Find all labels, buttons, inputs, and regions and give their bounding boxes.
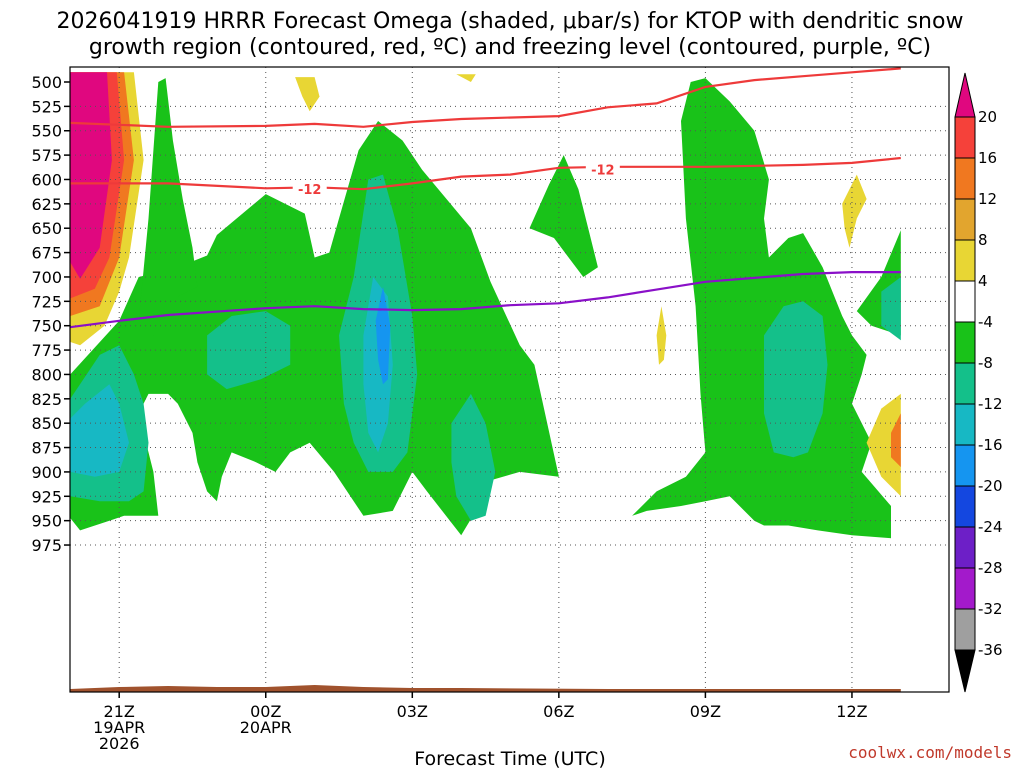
omega-region-green-06z bbox=[529, 155, 598, 277]
colorbar-segment-6 bbox=[954, 362, 976, 405]
colorbar-segment-4 bbox=[954, 280, 976, 323]
dgz-bottom-contour bbox=[70, 156, 901, 191]
y-tick-label-575: 575 bbox=[31, 146, 62, 165]
omega-shading bbox=[70, 72, 901, 539]
colorbar-segment-8 bbox=[954, 444, 976, 487]
y-tick-label-800: 800 bbox=[31, 365, 62, 384]
dgz-top-contour bbox=[70, 67, 901, 128]
colorbar-label-10: -24 bbox=[978, 518, 1003, 536]
colorbar-segment-12 bbox=[954, 608, 976, 651]
x-tick-label-0-2: 2026 bbox=[99, 734, 140, 753]
contour-lines bbox=[70, 67, 901, 329]
y-tick-label-525: 525 bbox=[31, 97, 62, 116]
omega-region-yellow-top bbox=[295, 77, 320, 112]
x-tick-label-0-1: 19APR bbox=[93, 718, 145, 737]
y-tick-label-900: 900 bbox=[31, 463, 62, 482]
y-tick-label-550: 550 bbox=[31, 122, 62, 141]
omega-region-yellow-edge bbox=[866, 393, 901, 497]
colorbar-segment-5 bbox=[954, 321, 976, 364]
terrain-band bbox=[70, 685, 901, 692]
y-tick-label-725: 725 bbox=[31, 292, 62, 311]
y-tick-label-825: 825 bbox=[31, 390, 62, 409]
colorbar-label-4: 4 bbox=[978, 272, 988, 290]
omega-region-yellow-12z bbox=[842, 174, 867, 248]
y-tick-label-650: 650 bbox=[31, 219, 62, 238]
plot-area: -12 -12 bbox=[69, 66, 950, 693]
y-tick-label-625: 625 bbox=[31, 195, 62, 214]
colorbar-label-1: 16 bbox=[978, 149, 997, 167]
y-tick-label-600: 600 bbox=[31, 170, 62, 189]
x-tick-label-4-0: 09Z bbox=[690, 702, 721, 721]
omega-region-green-right bbox=[632, 78, 891, 539]
omega-region-orange-edge bbox=[891, 413, 901, 467]
contour-label-bg-0 bbox=[292, 181, 327, 198]
colorbar-segment-3 bbox=[954, 239, 976, 282]
y-tick-label-500: 500 bbox=[31, 73, 62, 92]
grid-lines bbox=[70, 67, 949, 692]
x-tick-label-1-1: 20APR bbox=[240, 718, 292, 737]
y-tick-label-975: 975 bbox=[31, 536, 62, 555]
colorbar-segment-10 bbox=[954, 526, 976, 569]
credit-text: coolwx.com/models bbox=[848, 743, 1012, 762]
colorbar-label-9: -20 bbox=[978, 477, 1003, 495]
contour-label-0: -12 bbox=[298, 183, 322, 198]
y-tick-label-775: 775 bbox=[31, 341, 62, 360]
omega-region-teal-edge bbox=[881, 277, 901, 341]
colorbar-label-6: -8 bbox=[978, 354, 993, 372]
y-tick-label-850: 850 bbox=[31, 414, 62, 433]
colorbar-segment-0 bbox=[954, 116, 976, 159]
colorbar-segment-2 bbox=[954, 198, 976, 241]
chart-title-line1: 2026041919 HRRR Forecast Omega (shaded, … bbox=[57, 9, 964, 34]
y-tick-label-675: 675 bbox=[31, 244, 62, 263]
x-tick-label-1-0: 00Z bbox=[250, 702, 281, 721]
colorbar-top-arrow bbox=[954, 72, 976, 118]
colorbar-label-0: 20 bbox=[978, 108, 997, 126]
colorbar: 20 16 12 8 4 -4 -8 -12 -16 -20 -24 -28 -32 -36 bbox=[954, 72, 1003, 693]
colorbar-bottom-arrow bbox=[954, 649, 976, 693]
colorbar-label-13: -36 bbox=[978, 641, 1003, 659]
contour-label-bg-1 bbox=[585, 161, 620, 178]
y-tick-label-925: 925 bbox=[31, 487, 62, 506]
chart-title-line2: growth region (contoured, red, ºC) and f… bbox=[89, 35, 931, 60]
colorbar-segment-11 bbox=[954, 567, 976, 610]
omega-region-yellow-top2 bbox=[456, 74, 476, 82]
y-axis: 500 525 550 575 600 625 650 675 700 725 750 775 800 8… bbox=[31, 73, 70, 555]
y-tick-label-950: 950 bbox=[31, 512, 62, 531]
x-tick-label-0-0: 21Z bbox=[104, 702, 135, 721]
omega-region-cyan-left bbox=[70, 384, 129, 477]
colorbar-label-7: -12 bbox=[978, 395, 1003, 413]
colorbar-label-2: 12 bbox=[978, 190, 997, 208]
colorbar-label-12: -32 bbox=[978, 600, 1003, 618]
omega-region-teal-03z bbox=[451, 393, 496, 521]
colorbar-segment-9 bbox=[954, 485, 976, 528]
omega-region-green-left bbox=[70, 121, 559, 536]
plot-frame bbox=[69, 66, 950, 693]
omega-region-yellow-1030 bbox=[656, 306, 667, 365]
colorbar-label-5: -4 bbox=[978, 313, 993, 331]
colorbar-label-3: 8 bbox=[978, 231, 988, 249]
x-axis-label: Forecast Time (UTC) bbox=[414, 748, 605, 768]
colorbar-segment-7 bbox=[954, 403, 976, 446]
y-tick-label-750: 750 bbox=[31, 317, 62, 336]
x-tick-label-5-0: 12Z bbox=[836, 702, 867, 721]
freezing-level-contour bbox=[70, 271, 901, 329]
x-tick-label-3-0: 06Z bbox=[543, 702, 574, 721]
colorbar-label-8: -16 bbox=[978, 436, 1003, 454]
terrain-surface bbox=[70, 685, 901, 692]
colorbar-label-11: -28 bbox=[978, 559, 1003, 577]
y-tick-label-700: 700 bbox=[31, 268, 62, 287]
y-tick-label-875: 875 bbox=[31, 439, 62, 458]
x-tick-label-2-0: 03Z bbox=[397, 702, 428, 721]
contour-labels: -12 -12 bbox=[292, 161, 620, 198]
omega-region-teal-mid bbox=[207, 311, 291, 390]
omega-region-green-spike bbox=[138, 78, 198, 336]
omega-region-teal-right bbox=[764, 301, 828, 458]
omega-region-blue-central bbox=[375, 286, 391, 385]
contour-label-1: -12 bbox=[591, 164, 615, 179]
colorbar-segment-1 bbox=[954, 157, 976, 200]
